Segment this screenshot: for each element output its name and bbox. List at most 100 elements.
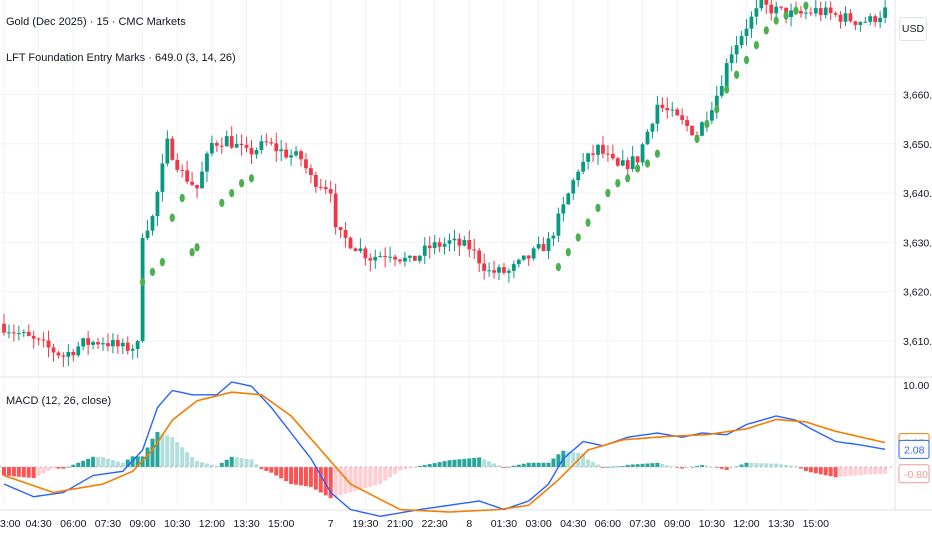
- macd-histogram-bar: [566, 451, 571, 467]
- macd-histogram-bar: [214, 465, 219, 467]
- candle-body: [615, 158, 620, 166]
- candle-body: [848, 13, 853, 22]
- candle: [46, 330, 51, 358]
- candle-body: [343, 229, 348, 238]
- candle-body: [462, 240, 467, 246]
- candle: [175, 153, 180, 173]
- macd-histogram-bar: [571, 452, 576, 467]
- candle: [482, 253, 487, 280]
- entry-mark: [783, 11, 789, 20]
- macd-histogram-bar: [373, 467, 378, 486]
- macd-histogram-bar: [635, 464, 640, 467]
- candle-body: [284, 149, 289, 158]
- candle-body: [264, 141, 269, 143]
- candle-body: [709, 110, 714, 121]
- candle: [185, 160, 190, 185]
- macd-histogram-bar: [234, 457, 239, 467]
- candle-body: [145, 230, 150, 238]
- candle: [180, 164, 185, 178]
- macd-histogram-bar: [165, 435, 170, 467]
- candle-body: [160, 163, 165, 192]
- macd-histogram-bar: [61, 467, 66, 469]
- macd-histogram-bar: [135, 456, 140, 467]
- axis-layer: 3,610.00 3,620.00 3,630.00 3,640.00 3,650.00…: [0, 90, 932, 531]
- candle: [541, 237, 546, 252]
- candle: [363, 246, 368, 266]
- candle: [729, 46, 734, 72]
- macd-histogram-bar: [437, 462, 442, 467]
- candle-body: [868, 16, 873, 22]
- entry-mark: [239, 179, 245, 188]
- macd-histogram-bar: [442, 461, 447, 467]
- candle-body: [210, 142, 214, 154]
- macd-histogram-bar: [798, 467, 803, 469]
- candle-body: [447, 240, 452, 244]
- candle-body: [274, 143, 279, 152]
- macd-histogram-bar: [105, 458, 110, 467]
- candle: [328, 180, 333, 203]
- candle: [551, 232, 556, 247]
- candle-body: [294, 151, 298, 156]
- macd-histogram-bar: [388, 467, 393, 478]
- candle: [606, 145, 610, 162]
- indicator-legend[interactable]: LFT Foundation Entry Marks · 649.0 (3, 1…: [6, 52, 236, 64]
- candle: [848, 8, 853, 23]
- macd-legend[interactable]: MACD (12, 26, close): [6, 395, 112, 407]
- candle: [16, 325, 21, 341]
- macd-histogram-bar: [848, 467, 853, 476]
- candle: [86, 331, 91, 355]
- macd-histogram-bar: [655, 462, 660, 467]
- macd-histogram-bar: [170, 437, 175, 467]
- macd-histogram-bar: [744, 462, 749, 467]
- macd-histogram-bar: [11, 467, 16, 477]
- candle: [516, 258, 521, 268]
- candle-body: [150, 216, 155, 231]
- macd-histogram-bar: [739, 464, 744, 467]
- candle-body: [7, 332, 11, 334]
- candle: [31, 330, 36, 349]
- candle: [838, 11, 843, 29]
- candle: [274, 132, 279, 162]
- candle: [586, 152, 590, 170]
- macd-histogram-bar: [264, 467, 269, 471]
- candle: [111, 333, 115, 354]
- candle: [739, 31, 744, 49]
- candle-body: [680, 115, 685, 120]
- candle: [808, 7, 813, 17]
- candle: [125, 336, 130, 355]
- badge-value: 2.08: [904, 444, 925, 456]
- macd-histogram-bar: [254, 464, 259, 467]
- macd-value-badge: 2.08: [898, 439, 930, 459]
- macd-histogram-bar: [586, 459, 591, 467]
- candle: [591, 144, 595, 163]
- candle-body: [200, 171, 204, 189]
- candle: [833, 11, 838, 17]
- macd-histogram-bar: [764, 463, 769, 467]
- candle: [813, 0, 818, 17]
- macd-histogram-bar: [808, 467, 813, 473]
- candle: [670, 101, 675, 117]
- macd-histogram-bar: [818, 467, 823, 475]
- candle-body: [76, 346, 81, 356]
- candle: [665, 97, 670, 119]
- candle: [353, 247, 358, 252]
- currency-button[interactable]: USD: [899, 17, 927, 41]
- entry-mark: [149, 267, 156, 277]
- candle-body: [457, 238, 462, 246]
- price-tick-label: 3,660.00: [903, 90, 932, 102]
- macd-histogram-bar: [130, 456, 135, 467]
- macd-histogram-bar: [620, 466, 625, 467]
- macd-histogram-bar: [600, 467, 605, 468]
- candle-body: [106, 343, 110, 347]
- candle-body: [472, 249, 477, 251]
- macd-histogram-bar: [51, 467, 56, 469]
- candle-body: [813, 8, 818, 14]
- macd-histogram-bar: [487, 461, 492, 467]
- candle-body: [665, 107, 670, 111]
- symbol-title[interactable]: Gold (Dec 2025) · 15 · CMC Markets: [6, 16, 186, 28]
- time-tick-label: 12:00: [733, 518, 759, 530]
- candle-body: [625, 160, 630, 169]
- time-tick-label: 09:00: [664, 518, 690, 530]
- macd-histogram-bar: [175, 442, 180, 467]
- candle-body: [31, 335, 36, 339]
